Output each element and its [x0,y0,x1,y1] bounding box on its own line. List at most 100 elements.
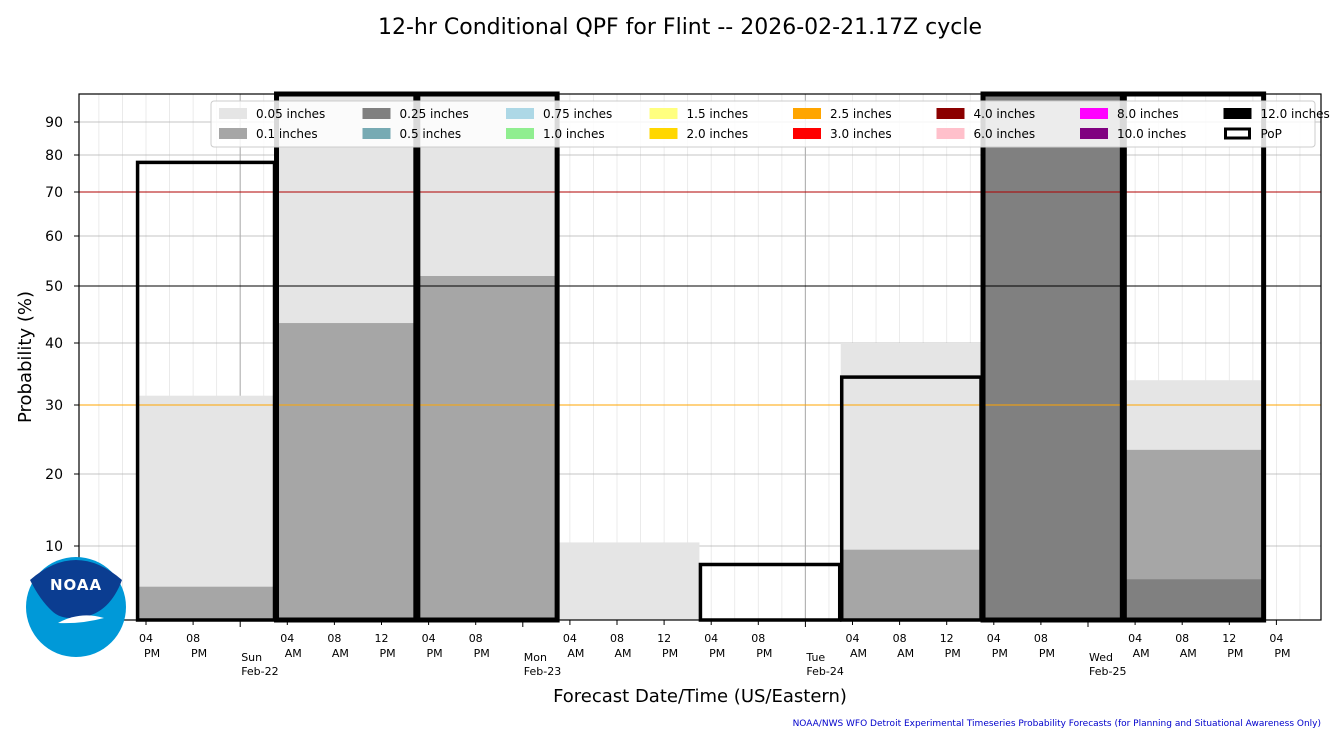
legend-swatch [936,128,965,139]
x-tick-label: 04 [563,632,577,645]
legend-swatch [1080,128,1108,139]
x-tick-label: PM [379,647,395,660]
x-tick-label: 12 [657,632,671,645]
x-date-label: Sun [241,651,262,664]
reference-lines [79,191,1321,406]
x-date-label: Tue [805,651,825,664]
qpf-bar-0-1 [275,323,417,620]
legend-swatch [219,128,247,139]
x-tick-label: AM [332,647,349,660]
qpf-bar-0-25 [982,94,1124,620]
x-tick-label: 08 [751,632,765,645]
legend-label: 0.5 inches [400,127,462,141]
x-tick-label: 04 [1269,632,1283,645]
x-tick-label: AM [850,647,867,660]
legend-label: 0.25 inches [400,107,469,121]
legend-label: 10.0 inches [1117,127,1186,141]
x-date-label: Feb-24 [806,665,843,678]
y-tick-label: 70 [45,185,63,201]
legend-label: 2.5 inches [830,107,892,121]
legend-label: 0.05 inches [256,107,325,121]
x-tick-label: 04 [139,632,153,645]
legend-swatch [936,108,965,119]
y-tick-label: 50 [45,279,63,295]
x-tick-label: PM [662,647,678,660]
legend-swatch [1080,108,1108,119]
x-tick-label: AM [897,647,914,660]
y-ticks: 10 20 30 40 50 60 70 80 90 [45,115,79,555]
x-date-label: Feb-22 [241,665,278,678]
x-date-label: Wed [1089,651,1113,664]
x-tick-label: AM [1133,647,1150,660]
legend-label: 0.1 inches [256,127,318,141]
y-tick-label: 60 [45,229,63,245]
x-date-label: Feb-23 [524,665,561,678]
x-tick-label: 12 [940,632,954,645]
noaa-logo-wave [58,615,104,624]
x-tick-label: 04 [704,632,718,645]
y-tick-label: 10 [45,539,63,555]
legend-label: PoP [1261,127,1282,141]
x-tick-label: PM [1227,647,1243,660]
x-tick-label: 08 [186,632,200,645]
y-tick-label: 80 [45,148,63,164]
legend-label: 1.5 inches [687,107,749,121]
noaa-logo-bird [30,560,122,619]
x-tick-label: 04 [280,632,294,645]
legend-swatch [793,128,821,139]
x-tick-label: PM [474,647,490,660]
x-tick-label: 08 [1034,632,1048,645]
noaa-logo: NOAA [26,557,126,657]
x-tick-label: 04 [846,632,860,645]
y-tick-label: 30 [45,398,63,414]
y-tick-label: 90 [45,115,63,131]
x-tick-label: AM [285,647,302,660]
x-tick-label: AM [614,647,631,660]
x-tick-label: PM [709,647,725,660]
plot-frame [78,93,1322,621]
x-tick-label: AM [1180,647,1197,660]
legend-label: 3.0 inches [830,127,892,141]
bars-group [136,94,1265,620]
x-tick-label: 04 [987,632,1001,645]
legend-swatch-pop [1224,127,1251,140]
chart-title: 12-hr Conditional QPF for Flint -- 2026-… [378,15,982,40]
legend-swatch [362,108,391,119]
qpf-bar-0-1 [416,276,559,620]
legend-swatch [506,128,534,139]
legend-swatch [506,108,534,119]
qpf-bar-0-1 [840,549,983,620]
x-tick-label: 08 [610,632,624,645]
legend-label: 12.0 inches [1261,107,1330,121]
x-tick-label: 08 [1175,632,1189,645]
legend-label: 6.0 inches [974,127,1036,141]
x-date-label: Feb-25 [1089,665,1126,678]
x-date-label: Mon [524,651,547,664]
legend-label: 0.75 inches [543,107,612,121]
x-tick-label: PM [992,647,1008,660]
legend-label: 4.0 inches [974,107,1036,121]
x-tick-label: 04 [1128,632,1142,645]
x-tick-label: 08 [469,632,483,645]
legend-label: 2.0 inches [687,127,749,141]
legend-box [210,100,1316,148]
qpf-bar-0-05 [558,542,700,620]
x-tick-label: PM [1039,647,1055,660]
x-tick-label: 12 [375,632,389,645]
qpf-bar-0-1 [136,586,276,620]
x-tick-label: 04 [422,632,436,645]
legend: 0.05 inches 0.1 inches 0.25 inches 0.5 inch… [210,100,1330,148]
x-tick-label: PM [427,647,443,660]
y-axis-label: Probability (%) [15,291,36,423]
footer-disclaimer: NOAA/NWS WFO Detroit Experimental Timese… [793,719,1321,729]
x-tick-label: PM [756,647,772,660]
x-tick-label: PM [1274,647,1290,660]
qpf-bar-0-05 [136,395,276,620]
x-axis-label: Forecast Date/Time (US/Eastern) [553,686,847,707]
x-tick-label: PM [144,647,160,660]
legend-swatch [1223,108,1252,119]
x-tick-label: 08 [893,632,907,645]
x-tick-label: AM [567,647,584,660]
